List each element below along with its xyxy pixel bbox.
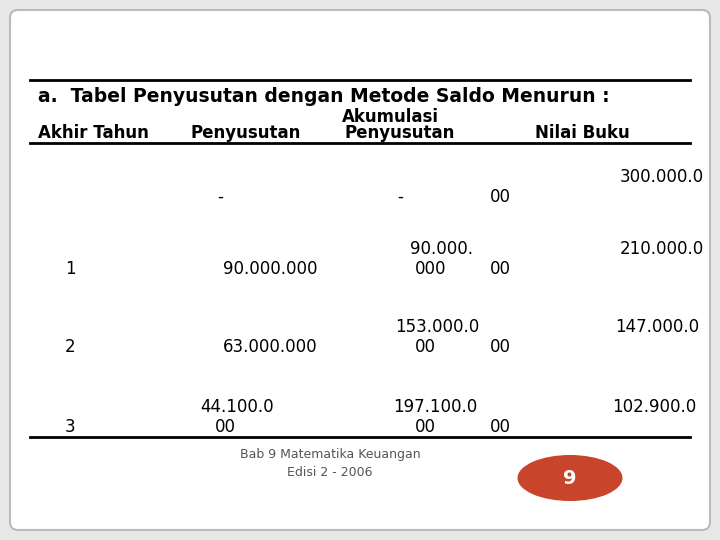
Text: Akumulasi: Akumulasi <box>341 108 438 126</box>
Text: 00: 00 <box>215 418 236 436</box>
Text: 102.900.0: 102.900.0 <box>612 398 696 416</box>
Text: Bab 9 Matematika Keuangan
Edisi 2 - 2006: Bab 9 Matematika Keuangan Edisi 2 - 2006 <box>240 448 420 479</box>
Text: 197.100.0: 197.100.0 <box>393 398 477 416</box>
Text: Nilai Buku: Nilai Buku <box>535 124 630 142</box>
Text: 00: 00 <box>490 418 511 436</box>
Ellipse shape <box>518 455 623 501</box>
Text: 00: 00 <box>490 188 511 206</box>
Text: 3: 3 <box>65 418 76 436</box>
Text: 00: 00 <box>490 338 511 356</box>
Text: -: - <box>217 188 223 206</box>
Text: 300.000.0: 300.000.0 <box>620 168 704 186</box>
Text: Akhir Tahun: Akhir Tahun <box>38 124 149 142</box>
Text: 63.000.000: 63.000.000 <box>222 338 318 356</box>
Text: 00: 00 <box>415 418 436 436</box>
Text: 9: 9 <box>563 469 577 488</box>
Text: 210.000.0: 210.000.0 <box>620 240 704 258</box>
Text: 147.000.0: 147.000.0 <box>615 318 699 336</box>
Text: Penyusutan: Penyusutan <box>190 124 300 142</box>
Text: 2: 2 <box>65 338 76 356</box>
Text: 90.000.000: 90.000.000 <box>222 260 318 278</box>
Text: 00: 00 <box>490 260 511 278</box>
Text: -: - <box>397 188 403 206</box>
Text: 44.100.0: 44.100.0 <box>200 398 274 416</box>
Text: Penyusutan: Penyusutan <box>345 124 455 142</box>
Text: 00: 00 <box>415 338 436 356</box>
Text: a.  Tabel Penyusutan dengan Metode Saldo Menurun :: a. Tabel Penyusutan dengan Metode Saldo … <box>38 87 610 106</box>
Text: 153.000.0: 153.000.0 <box>395 318 480 336</box>
Text: 1: 1 <box>65 260 76 278</box>
FancyBboxPatch shape <box>10 10 710 530</box>
Text: 90.000.: 90.000. <box>410 240 473 258</box>
Text: 000: 000 <box>415 260 446 278</box>
